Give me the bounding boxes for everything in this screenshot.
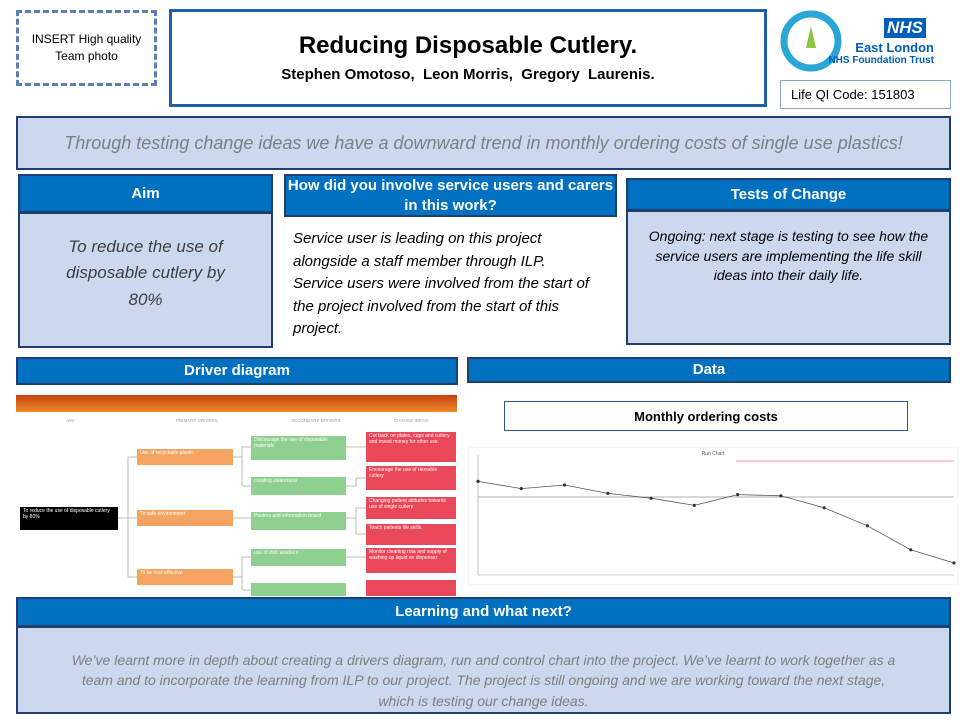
authors: Stephen Omotoso, Leon Morris, Gregory La… xyxy=(281,66,655,83)
learning-text: We’ve learnt more in depth about creatin… xyxy=(16,626,951,714)
learning-heading: Learning and what next? xyxy=(16,597,951,627)
run-chart: Run Chart xyxy=(468,447,958,585)
aim-heading: Aim xyxy=(18,174,273,213)
primary-driver: To be cost effective xyxy=(137,569,233,585)
run-line xyxy=(477,481,955,564)
secondary-driver: use of dish washers xyxy=(251,549,346,566)
nhs-logo: NHS xyxy=(884,18,926,38)
trust-name: East London NHS Foundation Trust xyxy=(828,40,934,66)
run-point xyxy=(562,483,567,487)
change-idea: Changing patient attitudes towards use o… xyxy=(366,497,456,519)
run-point xyxy=(952,561,956,565)
change-idea: Teach patients life skills. xyxy=(366,524,456,545)
improvement-logo xyxy=(780,10,842,72)
column-label: SECONDARY DRIVERS xyxy=(291,418,341,423)
run-point xyxy=(779,494,783,498)
title-box: Reducing Disposable Cutlery. Stephen Omo… xyxy=(169,9,767,107)
secondary-driver: Posters and information board xyxy=(251,512,346,530)
chart-title-box: Monthly ordering costs xyxy=(504,401,908,431)
driver-heading: Driver diagram xyxy=(16,357,458,385)
run-point xyxy=(476,479,480,483)
photo-placeholder: INSERT High quality Team photo xyxy=(16,10,157,86)
connectors xyxy=(118,446,366,591)
tests-heading: Tests of Change xyxy=(626,178,951,211)
change-idea: Encourage the use of reusable cutlery xyxy=(366,466,456,490)
aim-box: To reduce the use of disposable cutlery … xyxy=(20,507,118,530)
involvement-heading: How did you involve service users and ca… xyxy=(284,174,617,217)
involvement-text: Service user is leading on this project … xyxy=(293,230,589,337)
logo-mark xyxy=(806,26,816,48)
run-point xyxy=(865,524,870,528)
diagram-bar xyxy=(16,395,457,412)
title: Reducing Disposable Cutlery. xyxy=(298,32,638,59)
aim-text: To reduce the use of disposable cutlery … xyxy=(18,212,273,348)
primary-driver: Use of recyclable plastic xyxy=(137,449,233,465)
logo-ring xyxy=(780,10,842,72)
trust-type: NHS Foundation Trust xyxy=(828,55,934,66)
secondary-driver: creating awareness xyxy=(251,477,346,495)
driver-diagram: AIM PRIMARY DRIVERS SECONDARY DRIVERS CH… xyxy=(16,395,457,596)
run-point xyxy=(909,548,913,552)
secondary-driver xyxy=(251,583,346,596)
primary-driver: To safe environment xyxy=(137,510,233,526)
run-point xyxy=(606,491,610,495)
banner: Through testing change ideas we have a d… xyxy=(16,116,951,170)
change-idea: Monitor cleaning rota and supply of wash… xyxy=(366,548,456,573)
run-chart-title: Run Chart xyxy=(702,451,725,457)
change-idea: Cut back on plates, cups and cutlery and… xyxy=(366,432,456,462)
column-label: AIM xyxy=(66,418,75,423)
run-point xyxy=(736,493,740,497)
change-idea xyxy=(366,580,456,596)
run-point xyxy=(692,503,696,507)
column-label: CHANGE IDEAS xyxy=(394,418,429,423)
life-qi-code: Life QI Code: 151803 xyxy=(780,80,951,109)
data-heading: Data xyxy=(467,357,951,383)
trust-name-main: East London xyxy=(855,40,934,55)
run-point xyxy=(649,496,653,500)
run-point xyxy=(822,506,826,510)
chart-frame xyxy=(468,447,958,585)
run-point xyxy=(519,487,523,491)
tests-text: Ongoing: next stage is testing to see ho… xyxy=(626,210,951,345)
column-label: PRIMARY DRIVERS xyxy=(176,418,218,423)
secondary-driver: Discourage the use of disposable materia… xyxy=(251,436,346,460)
